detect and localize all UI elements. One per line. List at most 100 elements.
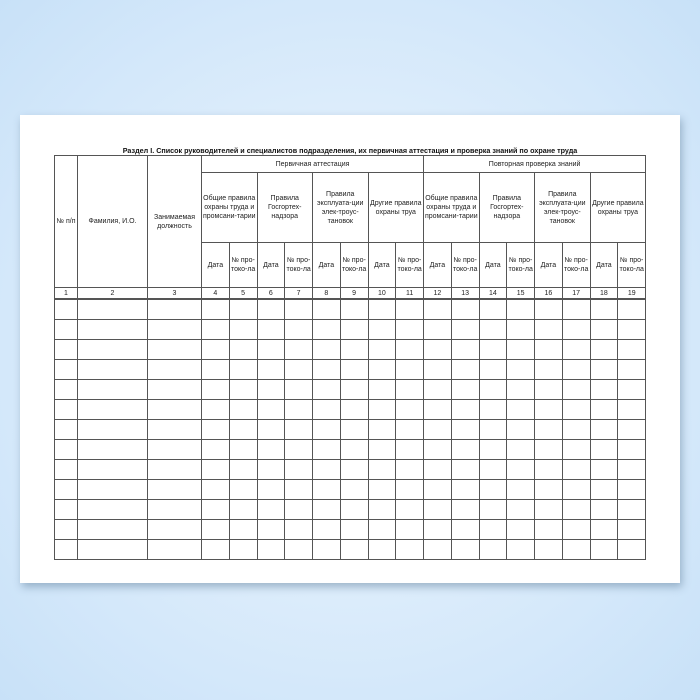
empty-cell bbox=[561, 439, 591, 460]
empty-cell bbox=[147, 499, 202, 520]
empty-cell bbox=[534, 339, 563, 360]
empty-cell bbox=[450, 319, 480, 340]
header-group: Правила эксплуата-ции элек-троус-тановок bbox=[312, 172, 369, 243]
table-row bbox=[54, 439, 647, 460]
empty-cell bbox=[589, 399, 619, 420]
empty-cell bbox=[450, 439, 480, 460]
header-name: Фамилия, И.О. bbox=[77, 155, 148, 288]
empty-cell bbox=[534, 459, 563, 480]
table-row bbox=[54, 419, 647, 440]
empty-cell bbox=[339, 479, 369, 500]
empty-cell bbox=[228, 539, 258, 560]
empty-cell bbox=[228, 379, 258, 400]
empty-cell bbox=[423, 519, 452, 540]
header-primary: Первичная аттестация bbox=[200, 155, 425, 173]
empty-cell bbox=[201, 519, 230, 540]
empty-cell bbox=[478, 459, 508, 480]
empty-cell bbox=[617, 479, 647, 500]
empty-cell bbox=[228, 319, 258, 340]
empty-cell bbox=[506, 459, 536, 480]
empty-cell bbox=[256, 479, 286, 500]
empty-cell bbox=[339, 379, 369, 400]
empty-cell bbox=[201, 419, 230, 440]
empty-cell bbox=[506, 539, 536, 560]
header-date: Дата bbox=[478, 242, 508, 288]
column-number: 13 bbox=[450, 287, 480, 300]
empty-cell bbox=[284, 419, 313, 440]
empty-cell bbox=[589, 339, 619, 360]
empty-cell bbox=[256, 439, 286, 460]
empty-cell bbox=[478, 379, 508, 400]
empty-cell bbox=[423, 459, 452, 480]
empty-cell bbox=[147, 359, 202, 380]
empty-cell bbox=[284, 499, 313, 520]
empty-cell bbox=[561, 539, 591, 560]
header-date: Дата bbox=[312, 242, 341, 288]
empty-cell bbox=[77, 419, 148, 440]
header-group: Правила эксплуата-ции элек-троус-тановок bbox=[534, 172, 591, 243]
empty-cell bbox=[312, 479, 341, 500]
empty-cell bbox=[478, 399, 508, 420]
empty-cell bbox=[506, 298, 536, 320]
empty-cell bbox=[423, 359, 452, 380]
empty-cell bbox=[506, 339, 536, 360]
empty-cell bbox=[54, 499, 78, 520]
empty-cell bbox=[367, 439, 397, 460]
empty-cell bbox=[561, 519, 591, 540]
empty-cell bbox=[77, 359, 148, 380]
empty-cell bbox=[423, 319, 452, 340]
empty-cell bbox=[367, 459, 397, 480]
table-row bbox=[54, 298, 647, 320]
header-date: Дата bbox=[256, 242, 286, 288]
empty-cell bbox=[534, 319, 563, 340]
empty-cell bbox=[617, 439, 647, 460]
column-number: 11 bbox=[395, 287, 425, 300]
empty-cell bbox=[201, 319, 230, 340]
column-number: 15 bbox=[506, 287, 536, 300]
empty-cell bbox=[561, 399, 591, 420]
column-number: 7 bbox=[284, 287, 313, 300]
empty-cell bbox=[256, 539, 286, 560]
empty-cell bbox=[339, 399, 369, 420]
empty-cell bbox=[367, 319, 397, 340]
empty-cell bbox=[395, 459, 425, 480]
column-number: 19 bbox=[617, 287, 647, 300]
empty-cell bbox=[256, 319, 286, 340]
empty-cell bbox=[77, 319, 148, 340]
empty-cell bbox=[423, 419, 452, 440]
empty-cell bbox=[534, 399, 563, 420]
empty-cell bbox=[312, 359, 341, 380]
empty-cell bbox=[395, 479, 425, 500]
header-position: Занимаемая должность bbox=[147, 155, 202, 288]
empty-cell bbox=[228, 479, 258, 500]
empty-cell bbox=[450, 419, 480, 440]
empty-cell bbox=[228, 339, 258, 360]
empty-cell bbox=[506, 319, 536, 340]
column-number: 9 bbox=[339, 287, 369, 300]
empty-cell bbox=[423, 479, 452, 500]
header-protocol: № про-токо-ла bbox=[339, 242, 369, 288]
empty-cell bbox=[561, 419, 591, 440]
column-number: 16 bbox=[534, 287, 563, 300]
column-number: 17 bbox=[561, 287, 591, 300]
empty-cell bbox=[450, 399, 480, 420]
empty-cell bbox=[77, 539, 148, 560]
empty-cell bbox=[423, 399, 452, 420]
empty-cell bbox=[339, 298, 369, 320]
empty-cell bbox=[478, 298, 508, 320]
empty-cell bbox=[450, 499, 480, 520]
empty-cell bbox=[54, 319, 78, 340]
empty-cell bbox=[228, 298, 258, 320]
table-row bbox=[54, 459, 647, 480]
empty-cell bbox=[256, 519, 286, 540]
empty-cell bbox=[506, 419, 536, 440]
empty-cell bbox=[201, 379, 230, 400]
header-protocol: № про-токо-ла bbox=[284, 242, 313, 288]
empty-cell bbox=[284, 519, 313, 540]
empty-cell bbox=[589, 298, 619, 320]
table-row bbox=[54, 319, 647, 340]
empty-cell bbox=[312, 339, 341, 360]
empty-cell bbox=[201, 539, 230, 560]
header-protocol: № про-токо-ла bbox=[506, 242, 536, 288]
header-protocol: № про-токо-ла bbox=[450, 242, 480, 288]
